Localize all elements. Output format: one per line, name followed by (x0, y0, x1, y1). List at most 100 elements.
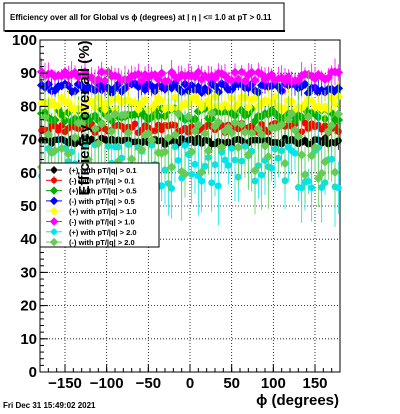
y-tick-label: 100 (12, 32, 37, 49)
legend-marker (49, 206, 59, 216)
x-axis-title: ϕ (degrees) (256, 392, 339, 409)
data-point (106, 126, 117, 137)
data-point (233, 98, 244, 109)
data-point (123, 128, 134, 138)
x-tick-label: 50 (223, 375, 240, 392)
data-point (131, 120, 139, 128)
data-point (153, 74, 164, 85)
data-point (334, 184, 342, 192)
data-point (100, 76, 110, 86)
data-point (301, 119, 309, 127)
data-point (96, 119, 107, 129)
data-point (173, 109, 184, 119)
data-point (330, 99, 340, 109)
data-point (224, 162, 232, 169)
timestamp: Fri Dec 31 15:49:02 2021 (3, 401, 96, 410)
data-point (158, 182, 166, 190)
data-point (56, 143, 67, 154)
data-point (183, 111, 194, 122)
data-point (300, 79, 310, 89)
data-point (203, 146, 214, 156)
data-point (130, 97, 140, 108)
legend-marker (49, 186, 59, 195)
data-point (53, 101, 64, 111)
x-tick-label: −150 (48, 375, 82, 392)
data-point (143, 128, 154, 139)
data-point (93, 138, 104, 149)
data-point (233, 142, 244, 153)
legend-label: (+) with pT/|q| > 2.0 (69, 228, 137, 237)
data-point (300, 170, 310, 180)
data-point (93, 74, 104, 85)
data-point (140, 95, 150, 105)
data-point (266, 70, 277, 80)
data-point (330, 167, 340, 177)
data-point (193, 67, 204, 78)
data-point (136, 144, 147, 155)
data-point (246, 67, 257, 78)
data-point (80, 67, 90, 77)
data-point (103, 112, 114, 123)
data-point (70, 132, 80, 143)
data-point (306, 150, 317, 161)
chart-title: Efficiency over all for Global vs ϕ (deg… (10, 13, 272, 22)
y-tick-label: 40 (20, 231, 37, 248)
legend-marker (51, 177, 57, 184)
data-point (63, 149, 74, 159)
legend-label: (-) with pT/|q| > 1.0 (69, 218, 135, 227)
data-point (216, 142, 227, 152)
title-box (3, 2, 285, 32)
data-point (120, 109, 130, 120)
data-point (256, 129, 267, 140)
data-point (221, 156, 229, 164)
data-point (316, 168, 327, 179)
data-point (223, 122, 234, 133)
data-point (236, 119, 247, 130)
legend-marker (51, 167, 57, 173)
x-tick-label: −100 (90, 375, 124, 392)
data-point (160, 147, 170, 157)
data-point (291, 149, 299, 157)
data-point (240, 76, 250, 86)
data-point (196, 167, 207, 177)
data-point (181, 142, 189, 149)
data-point (280, 103, 290, 113)
y-tick-label: 50 (20, 198, 37, 215)
data-point (63, 97, 74, 108)
data-point (60, 115, 70, 126)
data-point (323, 73, 334, 83)
data-point (286, 108, 297, 119)
data-point (100, 104, 110, 115)
legend-box (39, 162, 160, 248)
legend-marker (51, 228, 57, 235)
legend-label: (+) with pT/|q| > 1.0 (69, 207, 137, 216)
data-point (43, 129, 54, 140)
data-point (76, 118, 87, 129)
data-point (190, 126, 200, 136)
data-point (310, 142, 320, 153)
data-point (146, 135, 157, 145)
data-point (151, 127, 159, 135)
data-point (296, 150, 307, 160)
x-tick-label: 100 (261, 375, 286, 392)
data-point (306, 96, 317, 106)
data-point (290, 125, 300, 135)
legend-label: (-) with pT/|q| > 0.5 (69, 197, 135, 206)
data-point (96, 67, 107, 77)
data-point (250, 93, 260, 104)
data-point (230, 67, 240, 78)
data-point (213, 117, 224, 127)
y-tick-label: 70 (20, 132, 37, 149)
legend-label: (-) with pT/|q| > 2.0 (69, 238, 135, 247)
data-point (174, 156, 182, 164)
data-point (156, 68, 167, 78)
data-point (323, 126, 334, 137)
data-point (283, 114, 294, 125)
x-tick-label: −50 (136, 375, 161, 392)
data-point (240, 127, 250, 137)
legend-label: (-) with pT/|q| > 0.1 (69, 176, 135, 185)
data-point (230, 118, 240, 128)
series-7 (36, 66, 344, 221)
data-point (186, 147, 197, 157)
